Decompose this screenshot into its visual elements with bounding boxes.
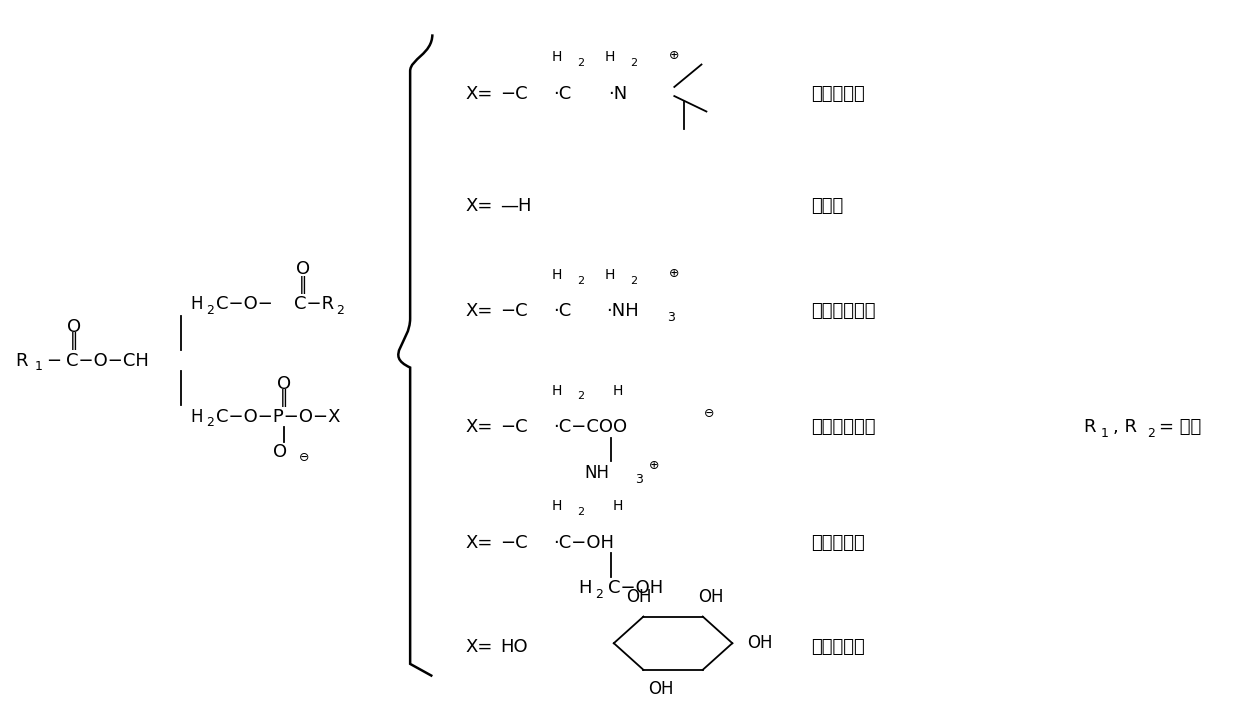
Text: , R: , R [1112, 418, 1137, 436]
Text: 2: 2 [1147, 427, 1154, 440]
Text: 磷脂酰乙醇胺: 磷脂酰乙醇胺 [811, 303, 875, 320]
Text: ·N: ·N [608, 85, 627, 103]
Text: 磷脂酰肌醇: 磷脂酰肌醇 [811, 638, 866, 655]
Text: H: H [552, 499, 562, 513]
Text: = 烃基: = 烃基 [1159, 418, 1202, 436]
Text: H: H [605, 50, 615, 64]
Text: 2: 2 [336, 304, 343, 317]
Text: 2: 2 [577, 58, 584, 68]
Text: −C: −C [500, 303, 528, 320]
Text: ⊖: ⊖ [704, 407, 714, 420]
Text: 磷脂酰丝氨酸: 磷脂酰丝氨酸 [811, 418, 875, 436]
Text: X=: X= [466, 534, 494, 552]
Text: OH: OH [649, 681, 673, 699]
Text: −C: −C [500, 534, 528, 552]
Text: ·NH: ·NH [606, 303, 639, 320]
Text: H: H [191, 296, 203, 313]
Text: −C: −C [500, 418, 528, 436]
Text: X=: X= [466, 85, 494, 103]
Text: H: H [552, 268, 562, 282]
Text: R: R [15, 351, 27, 370]
Text: R: R [1083, 418, 1095, 436]
Text: H: H [552, 50, 562, 64]
Text: −C: −C [500, 85, 528, 103]
Text: 1: 1 [35, 361, 42, 373]
Text: ⊕: ⊕ [670, 267, 680, 280]
Text: 2: 2 [630, 58, 637, 68]
Text: 2: 2 [207, 416, 215, 429]
Text: O: O [67, 318, 82, 336]
Text: H: H [605, 268, 615, 282]
Text: H: H [191, 408, 203, 426]
Text: −: − [46, 351, 61, 370]
Text: 3: 3 [635, 473, 642, 486]
Text: X=: X= [466, 638, 494, 655]
Text: H: H [613, 384, 622, 397]
Text: ·C: ·C [553, 303, 572, 320]
Text: 2: 2 [577, 507, 584, 517]
Text: ‖: ‖ [280, 389, 289, 407]
Text: H: H [613, 499, 622, 513]
Text: C−OH: C−OH [608, 580, 663, 597]
Text: 2: 2 [577, 391, 584, 402]
Text: X=: X= [466, 197, 494, 215]
Text: ‖: ‖ [299, 276, 306, 293]
Text: 2: 2 [207, 304, 215, 317]
Text: 磷脂酸: 磷脂酸 [811, 197, 843, 215]
Text: ·C−COO: ·C−COO [553, 418, 627, 436]
Text: C−O−P−O−X: C−O−P−O−X [216, 408, 341, 426]
Text: O: O [278, 375, 291, 393]
Text: 磷脂酰甸油: 磷脂酰甸油 [811, 534, 866, 552]
Text: H: H [578, 580, 591, 597]
Text: O: O [274, 443, 288, 461]
Text: 2: 2 [595, 588, 603, 601]
Text: ·C−OH: ·C−OH [553, 534, 614, 552]
Text: X=: X= [466, 418, 494, 436]
Text: X=: X= [466, 303, 494, 320]
Text: 2: 2 [577, 276, 584, 286]
Text: HO: HO [500, 638, 528, 655]
Text: —H: —H [500, 197, 532, 215]
Text: ‖: ‖ [71, 332, 78, 350]
Text: O: O [295, 260, 310, 279]
Text: ⊕: ⊕ [649, 460, 658, 472]
Text: 3: 3 [667, 311, 675, 325]
Text: OH: OH [626, 588, 651, 606]
Text: ⊕: ⊕ [670, 49, 680, 62]
Text: 2: 2 [630, 276, 637, 286]
Text: C−O−: C−O− [216, 296, 273, 313]
Text: 磷脂酰胆碱: 磷脂酰胆碱 [811, 85, 866, 103]
Text: 1: 1 [1100, 427, 1109, 440]
Text: H: H [552, 384, 562, 397]
Text: OH: OH [698, 588, 723, 606]
Text: C−R: C−R [294, 296, 335, 313]
Text: OH: OH [748, 634, 773, 652]
Text: C−O−CH: C−O−CH [66, 351, 149, 370]
Text: ·C: ·C [553, 85, 572, 103]
Text: NH: NH [584, 464, 609, 481]
Text: ⊖: ⊖ [299, 451, 310, 464]
